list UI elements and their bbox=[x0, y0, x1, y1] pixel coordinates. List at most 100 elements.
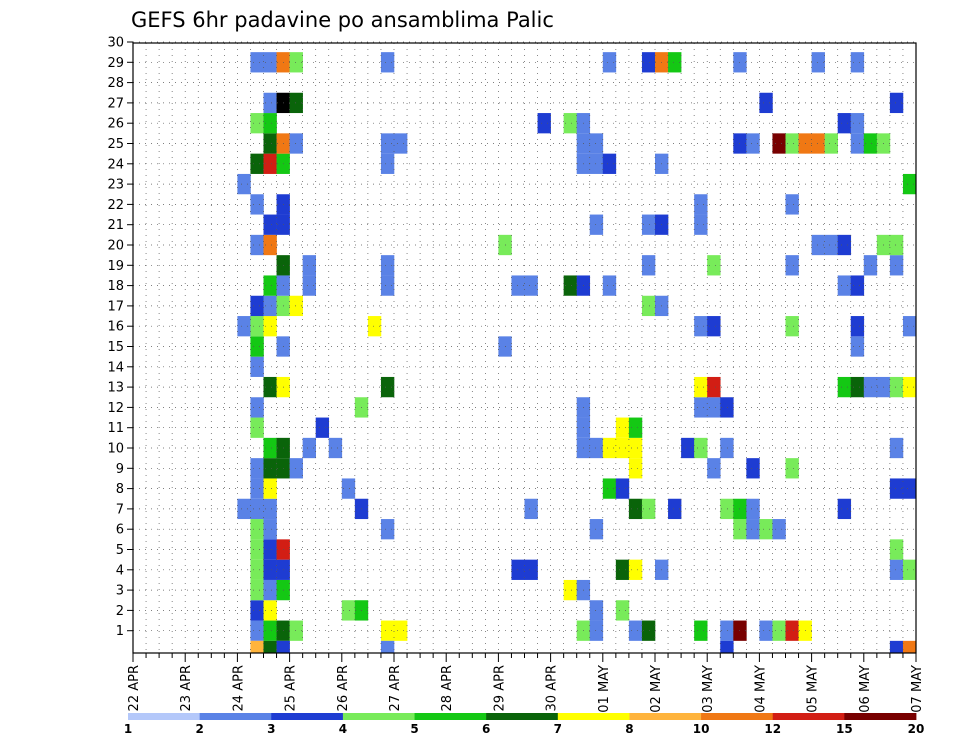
heatmap-cell bbox=[668, 498, 682, 520]
heatmap-cell bbox=[811, 133, 825, 154]
heatmap-cell bbox=[341, 600, 356, 621]
heatmap-cell bbox=[811, 234, 825, 256]
heatmap-cell bbox=[250, 194, 264, 215]
heatmap-cell bbox=[589, 133, 604, 154]
heatmap-cell bbox=[837, 376, 852, 398]
heatmap-cell bbox=[785, 255, 799, 276]
heatmap-cell bbox=[863, 133, 878, 154]
heatmap-cell bbox=[263, 52, 277, 73]
heatmap-cell bbox=[746, 498, 760, 520]
y-tick-label: 12 bbox=[107, 401, 124, 416]
heatmap-cell bbox=[720, 620, 734, 641]
heatmap-cell bbox=[628, 437, 643, 459]
heatmap-cell bbox=[263, 539, 277, 560]
heatmap-cell bbox=[707, 316, 721, 337]
legend-swatch bbox=[342, 713, 415, 720]
x-tick-label: 28 APR bbox=[440, 665, 455, 711]
y-tick-label: 1 bbox=[116, 624, 124, 639]
heatmap-cell bbox=[289, 133, 303, 154]
heatmap-cell bbox=[902, 559, 917, 580]
heatmap-cell bbox=[380, 376, 395, 398]
x-tick-label: 01 MAY bbox=[597, 665, 612, 713]
heatmap-cell bbox=[524, 559, 538, 580]
heatmap-cell bbox=[811, 52, 825, 73]
y-tick-label: 6 bbox=[116, 523, 124, 538]
heatmap-cell bbox=[250, 356, 264, 377]
y-tick-label: 26 bbox=[107, 117, 124, 132]
heatmap-cell bbox=[289, 620, 303, 641]
heatmap-cell bbox=[889, 376, 904, 398]
y-tick-label: 28 bbox=[107, 76, 124, 91]
heatmap-cell bbox=[589, 519, 604, 540]
heatmap-cell bbox=[837, 275, 852, 296]
x-tick-label: 27 APR bbox=[388, 665, 403, 711]
x-tick-label: 29 APR bbox=[492, 665, 507, 711]
x-tick-label: 07 MAY bbox=[910, 665, 925, 713]
heatmap-cell bbox=[263, 640, 277, 653]
heatmap-cell bbox=[694, 194, 708, 215]
heatmap-cell bbox=[602, 478, 617, 499]
heatmap-cell bbox=[889, 539, 904, 560]
heatmap-cell bbox=[263, 478, 277, 499]
heatmap-cell bbox=[263, 376, 277, 398]
heatmap-cell bbox=[902, 478, 917, 499]
heatmap-cell bbox=[681, 437, 695, 459]
legend-label: 12 bbox=[764, 722, 781, 736]
legend-swatch bbox=[772, 713, 845, 720]
heatmap-cell bbox=[759, 620, 773, 641]
heatmap-cell bbox=[315, 417, 330, 438]
legend-swatch bbox=[629, 713, 702, 720]
y-tick-label: 30 bbox=[107, 36, 124, 51]
heatmap-cell bbox=[824, 234, 838, 256]
heatmap-cell bbox=[694, 437, 708, 459]
legend-swatch bbox=[414, 713, 487, 720]
heatmap-cell bbox=[746, 458, 760, 479]
color-legend: 1 2 3 4 5 6 7 8 10 12 15 20 bbox=[124, 713, 924, 736]
heatmap-cell bbox=[889, 437, 904, 459]
y-axis: 1234567891011121314151617181920212223242… bbox=[107, 36, 133, 639]
heatmap-cell bbox=[263, 133, 277, 154]
heatmap-cell bbox=[772, 519, 786, 540]
heatmap-cell bbox=[837, 498, 852, 520]
heatmap-cell bbox=[380, 620, 395, 641]
heatmap-cell bbox=[602, 437, 617, 459]
legend-label: 7 bbox=[554, 722, 562, 736]
heatmap-cell bbox=[302, 437, 316, 459]
legend-swatch bbox=[701, 713, 774, 720]
heatmap-cell bbox=[237, 498, 251, 520]
heatmap-cell bbox=[250, 397, 264, 418]
heatmap-cell bbox=[237, 173, 251, 195]
y-tick-label: 5 bbox=[116, 543, 124, 558]
x-tick-label: 05 MAY bbox=[806, 665, 821, 713]
heatmap-cell bbox=[537, 113, 551, 134]
heatmap-cell bbox=[263, 234, 277, 256]
heatmap-cell bbox=[250, 640, 264, 653]
x-tick-label: 26 APR bbox=[336, 665, 351, 711]
heatmap-cell bbox=[263, 316, 277, 337]
heatmap-cell bbox=[341, 478, 356, 499]
heatmap-cell bbox=[380, 52, 395, 73]
heatmap-cell bbox=[785, 458, 799, 479]
heatmap-cell bbox=[707, 376, 721, 398]
heatmap-cell bbox=[720, 498, 734, 520]
heatmap-cell bbox=[328, 437, 343, 459]
heatmap-cell bbox=[902, 376, 917, 398]
heatmap-cell bbox=[641, 295, 656, 317]
heatmap-cell bbox=[289, 295, 303, 317]
x-tick-label: 04 MAY bbox=[753, 665, 768, 713]
heatmap-cell bbox=[380, 275, 395, 296]
heatmap-cell bbox=[250, 113, 264, 134]
heatmap-cell bbox=[563, 275, 577, 296]
heatmap-cell bbox=[380, 640, 395, 653]
heatmap-cell bbox=[250, 559, 264, 580]
heatmap-cell bbox=[641, 498, 656, 520]
heatmap-cell bbox=[589, 620, 604, 641]
heatmap-cell bbox=[289, 52, 303, 73]
heatmap-cell bbox=[250, 316, 264, 337]
heatmap-cell bbox=[889, 478, 904, 499]
heatmap-cell bbox=[720, 437, 734, 459]
heatmap-cell bbox=[250, 295, 264, 317]
legend-swatch bbox=[486, 713, 559, 720]
y-tick-label: 23 bbox=[107, 178, 124, 193]
heatmap-cell bbox=[772, 133, 786, 154]
